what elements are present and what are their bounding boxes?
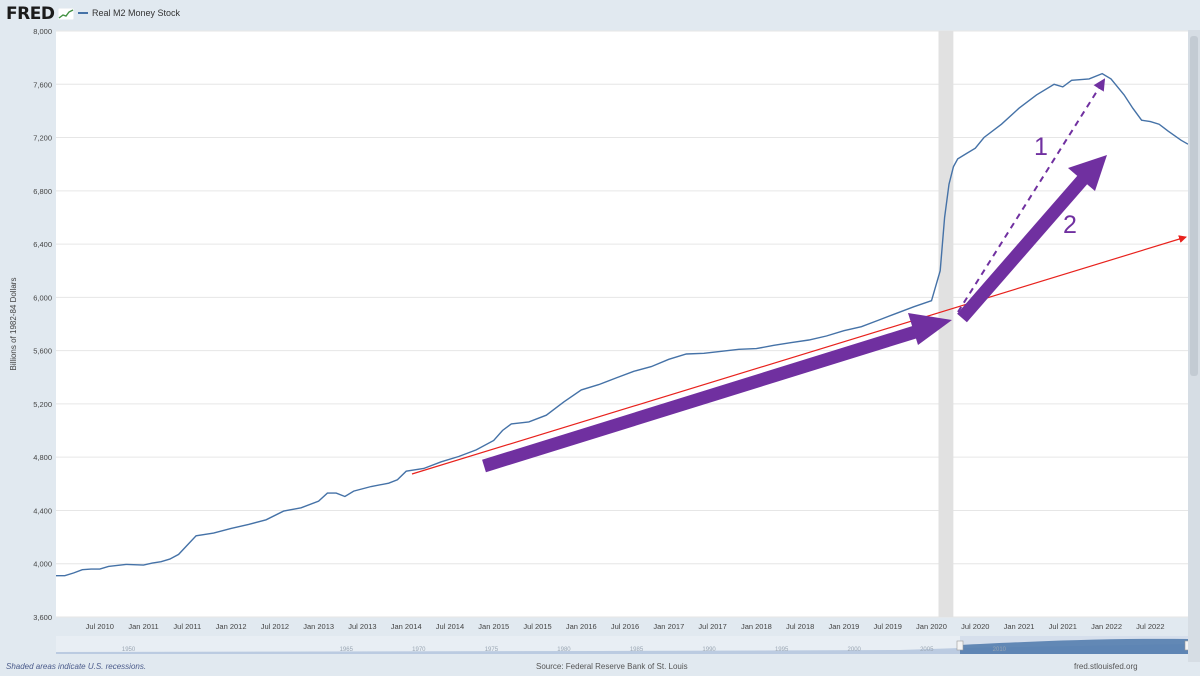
recession-note: Shaded areas indicate U.S. recessions. <box>6 662 147 671</box>
navigator-tick-label: 2010 <box>993 647 1007 653</box>
y-axis-ticks: 3,600 4,000 4,400 4,800 5,200 5,600 6,000 6,400… <box>33 27 52 622</box>
navigator-tick-label: 1985 <box>630 647 644 653</box>
x-tick-label: Jan 2015 <box>478 622 509 631</box>
chart-logo-icon <box>58 8 74 20</box>
fred-logo[interactable]: FRED <box>6 4 55 24</box>
x-tick-label: Jul 2011 <box>173 622 201 631</box>
x-tick-label: Jul 2020 <box>961 622 989 631</box>
x-tick-label: Jan 2011 <box>128 622 158 631</box>
y-tick-label: 6,000 <box>33 293 52 302</box>
navigator-tick-label: 1965 <box>340 647 354 653</box>
y-tick-label: 6,800 <box>33 187 52 196</box>
navigator-tick-label: 1980 <box>557 647 571 653</box>
y-tick-label: 5,600 <box>33 347 52 356</box>
x-tick-label: Jan 2016 <box>566 622 597 631</box>
source-url[interactable]: fred.stlouisfed.org <box>1074 662 1138 671</box>
x-tick-label: Jul 2015 <box>523 622 551 631</box>
x-tick-label: Jan 2020 <box>916 622 947 631</box>
x-tick-label: Jan 2017 <box>653 622 684 631</box>
y-tick-label: 7,600 <box>33 80 52 89</box>
x-tick-label: Jan 2022 <box>1091 622 1122 631</box>
vertical-scrollbar[interactable] <box>1188 30 1200 662</box>
x-tick-label: Jul 2013 <box>348 622 376 631</box>
navigator-track[interactable] <box>56 636 1188 654</box>
x-tick-label: Jan 2018 <box>741 622 772 631</box>
x-tick-label: Jul 2017 <box>698 622 726 631</box>
trend-line-arrow <box>411 235 1187 475</box>
navigator-tick-label: 2005 <box>920 647 934 653</box>
source-text: Source: Federal Reserve Bank of St. Loui… <box>536 662 688 671</box>
x-tick-label: Jul 2022 <box>1136 622 1164 631</box>
y-tick-label: 7,200 <box>33 134 52 143</box>
y-tick-label: 4,000 <box>33 560 52 569</box>
x-tick-label: Jul 2016 <box>611 622 639 631</box>
annotation-label-1: 1 <box>1034 133 1048 161</box>
header: FRED Real M2 Money Stock <box>0 0 1200 30</box>
navigator-tick-label: 1970 <box>412 647 426 653</box>
x-tick-label: Jul 2019 <box>874 622 902 631</box>
legend-swatch <box>78 12 88 14</box>
y-tick-label: 4,400 <box>33 506 52 515</box>
x-tick-label: Jul 2014 <box>436 622 464 631</box>
x-tick-label: Jul 2012 <box>261 622 289 631</box>
y-tick-label: 8,000 <box>33 27 52 36</box>
y-axis-label: Billions of 1982-84 Dollars <box>9 278 18 371</box>
legend-label: Real M2 Money Stock <box>92 8 181 18</box>
x-tick-label: Jul 2021 <box>1049 622 1077 631</box>
annotation-label-2: 2 <box>1063 211 1077 239</box>
navigator-tick-label: 2000 <box>848 647 862 653</box>
navigator-tick-label: 1975 <box>485 647 499 653</box>
navigator[interactable]: 1950 1965 1970 1975 1980 1985 1990 1995 2000 2005… <box>56 636 1192 654</box>
navigator-handle-left[interactable] <box>956 640 964 651</box>
x-tick-label: Jul 2010 <box>86 622 114 631</box>
navigator-ticks: 1950 1965 1970 1975 1980 1985 1990 1995 2000 2005… <box>122 647 1007 653</box>
gridlines <box>56 30 1188 618</box>
x-tick-label: Jan 2013 <box>303 622 334 631</box>
navigator-tick-label: 1990 <box>702 647 716 653</box>
arrow-dashed-1 <box>957 78 1106 313</box>
arrow-thick-2 <box>957 155 1107 323</box>
navigator-series <box>56 644 1188 654</box>
navigator-selected-series <box>960 638 1188 654</box>
y-tick-label: 4,800 <box>33 453 52 462</box>
y-tick-label: 6,400 <box>33 240 52 249</box>
x-axis-ticks: Jul 2010 Jan 2011 Jul 2011 Jan 2012 Jul 2012… <box>86 622 1165 631</box>
x-tick-label: Jan 2021 <box>1004 622 1035 631</box>
legend: Real M2 Money Stock <box>78 8 180 18</box>
plot-background <box>56 31 1188 617</box>
y-tick-label: 3,600 <box>33 613 52 622</box>
y-tick-label: 5,200 <box>33 400 52 409</box>
x-tick-label: Jan 2019 <box>828 622 859 631</box>
scrollbar-thumb[interactable] <box>1190 36 1198 376</box>
arrow-big-trend <box>482 313 952 473</box>
navigator-tick-label: 1950 <box>122 647 136 653</box>
x-tick-label: Jul 2018 <box>786 622 814 631</box>
navigator-tick-label: 1995 <box>775 647 789 653</box>
x-tick-label: Jan 2012 <box>216 622 247 631</box>
x-tick-label: Jan 2014 <box>391 622 422 631</box>
series-line-real-m2 <box>56 72 1189 577</box>
